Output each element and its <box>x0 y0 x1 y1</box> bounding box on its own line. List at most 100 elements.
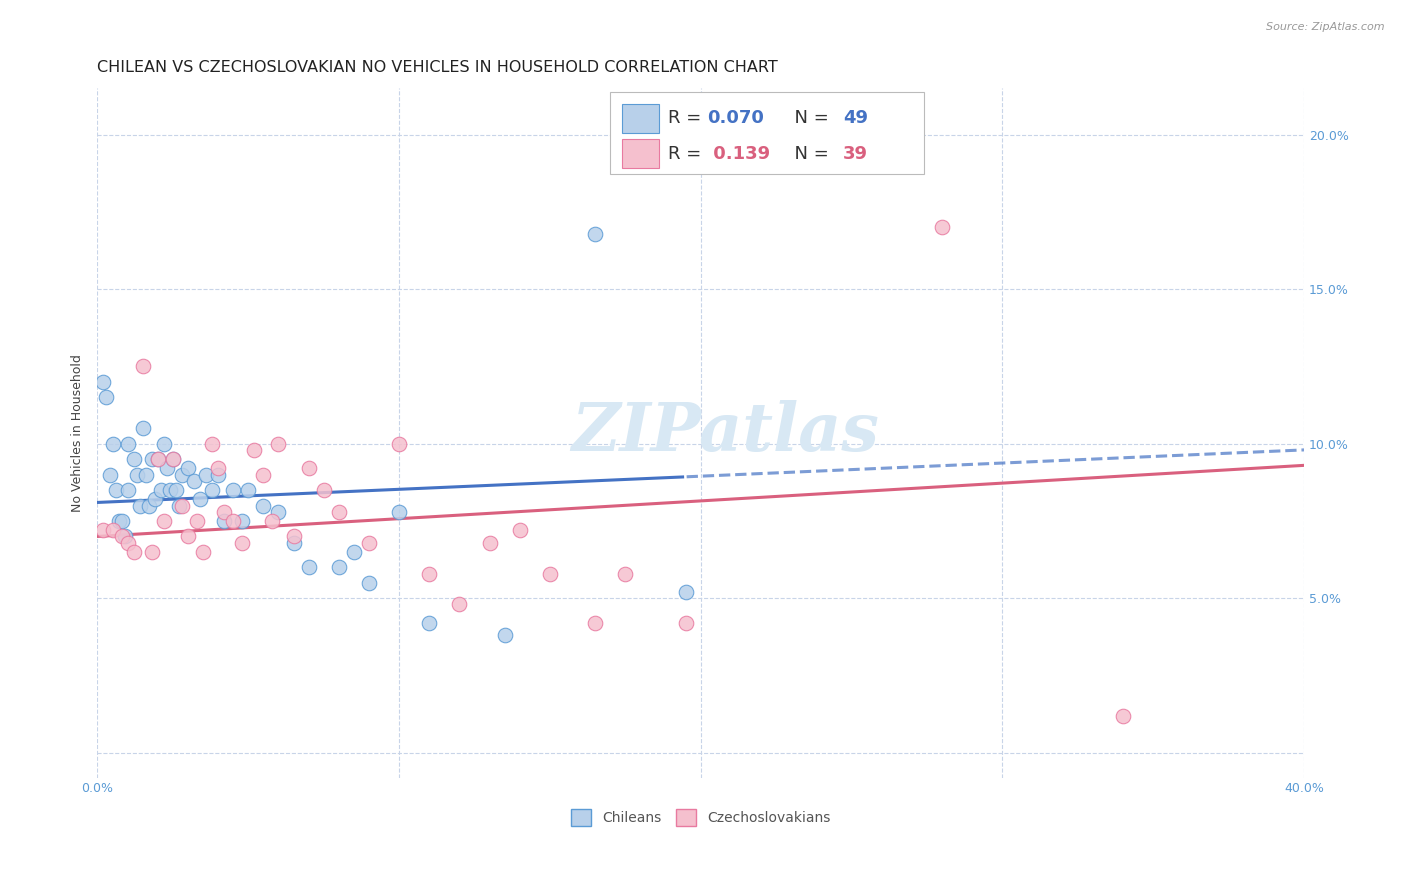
Point <box>101 436 124 450</box>
Point <box>128 499 150 513</box>
Point <box>614 566 637 581</box>
FancyBboxPatch shape <box>623 138 658 168</box>
Point <box>167 499 190 513</box>
Text: 39: 39 <box>844 145 868 162</box>
Text: 0.070: 0.070 <box>707 109 763 127</box>
Point <box>135 467 157 482</box>
Point <box>195 467 218 482</box>
Text: CHILEAN VS CZECHOSLOVAKIAN NO VEHICLES IN HOUSEHOLD CORRELATION CHART: CHILEAN VS CZECHOSLOVAKIAN NO VEHICLES I… <box>97 60 778 75</box>
Point <box>267 505 290 519</box>
Point <box>283 535 305 549</box>
Point <box>125 467 148 482</box>
Point <box>231 535 253 549</box>
Text: R =: R = <box>668 145 707 162</box>
Point <box>188 492 211 507</box>
Point <box>138 499 160 513</box>
FancyBboxPatch shape <box>610 92 924 175</box>
Legend: Chileans, Czechoslovakians: Chileans, Czechoslovakians <box>564 802 838 832</box>
Text: R =: R = <box>668 109 707 127</box>
Point <box>252 467 274 482</box>
Point <box>177 529 200 543</box>
Point <box>509 523 531 537</box>
Point <box>104 483 127 497</box>
Point <box>538 566 561 581</box>
Point <box>231 514 253 528</box>
Point <box>122 452 145 467</box>
Point <box>101 523 124 537</box>
Point <box>141 545 163 559</box>
Point <box>159 483 181 497</box>
Text: 0.139: 0.139 <box>707 145 770 162</box>
Point <box>149 483 172 497</box>
Point <box>283 529 305 543</box>
Point <box>114 529 136 543</box>
Point <box>494 628 516 642</box>
Point <box>297 461 319 475</box>
Point <box>153 436 176 450</box>
Point <box>207 467 229 482</box>
Point <box>183 474 205 488</box>
Text: N =: N = <box>783 145 834 162</box>
Text: Source: ZipAtlas.com: Source: ZipAtlas.com <box>1267 22 1385 32</box>
Text: N =: N = <box>783 109 834 127</box>
Point <box>177 461 200 475</box>
Point <box>388 436 411 450</box>
Point <box>1112 708 1135 723</box>
Point <box>146 452 169 467</box>
Point <box>110 514 132 528</box>
Point <box>328 505 350 519</box>
Point <box>93 523 115 537</box>
Point <box>117 436 139 450</box>
Point <box>243 442 266 457</box>
Point <box>418 566 440 581</box>
Point <box>96 390 118 404</box>
Point <box>201 483 224 497</box>
Point <box>170 467 193 482</box>
Point <box>146 452 169 467</box>
Point <box>931 220 953 235</box>
FancyBboxPatch shape <box>623 104 658 133</box>
Point <box>267 436 290 450</box>
Point <box>238 483 260 497</box>
Point <box>131 359 153 374</box>
Point <box>153 514 176 528</box>
Point <box>328 560 350 574</box>
Point <box>583 615 606 630</box>
Point <box>357 575 380 590</box>
Point <box>98 467 121 482</box>
Text: 49: 49 <box>844 109 868 127</box>
Point <box>201 436 224 450</box>
Point <box>186 514 208 528</box>
Point <box>449 598 471 612</box>
Point <box>207 461 229 475</box>
Point <box>212 505 235 519</box>
Point <box>162 452 184 467</box>
Point <box>212 514 235 528</box>
Point <box>156 461 179 475</box>
Y-axis label: No Vehicles in Household: No Vehicles in Household <box>72 354 84 512</box>
Point <box>107 514 129 528</box>
Point <box>343 545 366 559</box>
Point <box>141 452 163 467</box>
Point <box>675 615 697 630</box>
Point <box>222 514 245 528</box>
Point <box>162 452 184 467</box>
Point <box>262 514 284 528</box>
Point <box>93 375 115 389</box>
Point <box>388 505 411 519</box>
Point <box>418 615 440 630</box>
Point <box>191 545 214 559</box>
Point <box>478 535 501 549</box>
Point <box>675 585 697 599</box>
Point <box>131 421 153 435</box>
Point <box>357 535 380 549</box>
Point <box>110 529 132 543</box>
Point <box>297 560 319 574</box>
Point <box>222 483 245 497</box>
Point <box>117 483 139 497</box>
Point <box>252 499 274 513</box>
Text: ZIPatlas: ZIPatlas <box>571 401 879 466</box>
Point <box>165 483 187 497</box>
Point <box>117 535 139 549</box>
Point <box>170 499 193 513</box>
